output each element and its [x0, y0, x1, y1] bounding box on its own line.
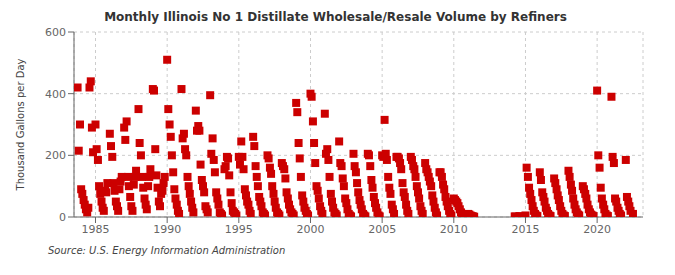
svg-text:200: 200: [45, 149, 66, 162]
html-text:Source: U.S. Energy Informatio: Source: U.S. Energy Information Administ…: [48, 245, 286, 256]
svg-text:2000: 2000: [296, 223, 324, 236]
svg-text:Thousand Gallons per Day: Thousand Gallons per Day: [15, 58, 26, 191]
svg-text:2020: 2020: [583, 223, 611, 236]
svg-text:0: 0: [59, 211, 66, 224]
svg-text:1985: 1985: [81, 223, 109, 236]
svg-text:600: 600: [45, 26, 66, 39]
svg-text:400: 400: [45, 88, 66, 101]
svg-text:1990: 1990: [153, 223, 181, 236]
svg-text:2015: 2015: [511, 223, 539, 236]
html-text:Monthly Illinois No 1 Distilla: Monthly Illinois No 1 Distillate Wholesa…: [104, 10, 567, 24]
svg-text:2010: 2010: [440, 223, 468, 236]
svg-text:1995: 1995: [225, 223, 253, 236]
svg-text:2005: 2005: [368, 223, 396, 236]
